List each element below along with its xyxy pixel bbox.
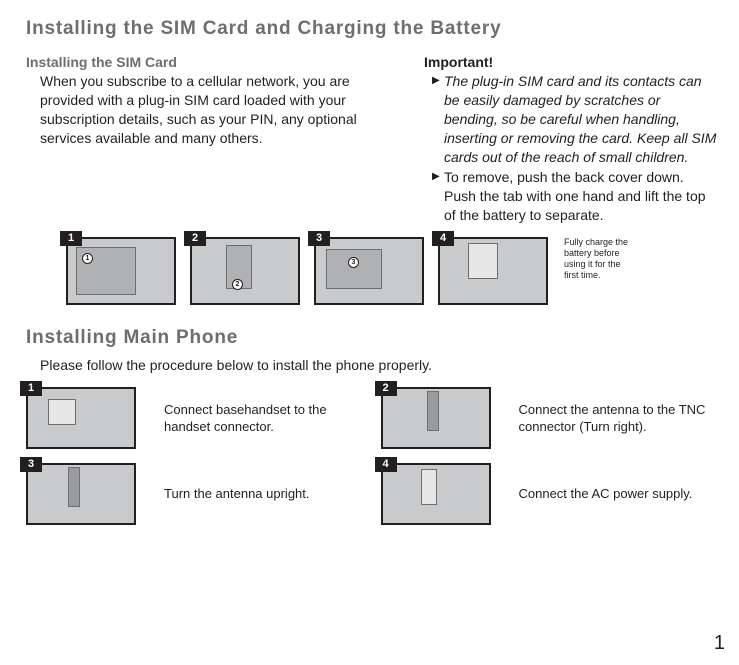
diagram-badge: 1 <box>60 231 82 246</box>
diagram-badge: 4 <box>375 457 397 472</box>
diagram-1: 1 1 <box>66 237 176 305</box>
diagram-3: 3 3 <box>314 237 424 305</box>
diagram-badge: 4 <box>432 231 454 246</box>
step-1-diagram: 1 <box>26 387 136 449</box>
section2-title: Installing Main Phone <box>26 327 717 349</box>
section1-title: Installing the SIM Card and Charging the… <box>26 18 717 40</box>
diagram-badge: 3 <box>308 231 330 246</box>
sim-heading: Installing the SIM Card <box>26 54 406 70</box>
section1-columns: Installing the SIM Card When you subscri… <box>26 54 717 225</box>
step-2-text: Connect the antenna to the TNC connector… <box>519 401 718 436</box>
step-4-text: Connect the AC power supply. <box>519 485 718 503</box>
diagram-badge: 2 <box>375 381 397 396</box>
step-3-text: Turn the antenna upright. <box>164 485 363 503</box>
bullet-1-text: The plug-in SIM card and its contacts ca… <box>444 72 717 166</box>
sim-body: When you subscribe to a cellular network… <box>40 72 406 148</box>
bullet-marker-icon: ▶ <box>432 72 444 166</box>
diagram-badge: 1 <box>20 381 42 396</box>
bullet-2: ▶ To remove, push the back cover down. P… <box>432 168 717 225</box>
col-left: Installing the SIM Card When you subscri… <box>26 54 406 225</box>
diagram-row-1: 1 1 2 2 3 3 4 Fully charge the battery b… <box>66 237 717 305</box>
col-right: Important! ▶ The plug-in SIM card and it… <box>424 54 717 225</box>
diagram-badge: 2 <box>184 231 206 246</box>
step-3-diagram: 3 <box>26 463 136 525</box>
diagram-badge: 3 <box>20 457 42 472</box>
step-4-diagram: 4 <box>381 463 491 525</box>
step-1-text: Connect basehandset to the handset conne… <box>164 401 363 436</box>
charge-sidenote: Fully charge the battery before using it… <box>564 237 634 280</box>
diagram-4: 4 <box>438 237 548 305</box>
bullet-1: ▶ The plug-in SIM card and its contacts … <box>432 72 717 166</box>
bullet-marker-icon: ▶ <box>432 168 444 225</box>
section2-intro: Please follow the procedure below to ins… <box>40 357 717 373</box>
bullet-2-text: To remove, push the back cover down. Pus… <box>444 168 717 225</box>
step-2-diagram: 2 <box>381 387 491 449</box>
important-heading: Important! <box>424 54 717 70</box>
steps-grid: 1 Connect basehandset to the handset con… <box>26 387 717 525</box>
page-number: 1 <box>714 632 725 655</box>
diagram-2: 2 2 <box>190 237 300 305</box>
